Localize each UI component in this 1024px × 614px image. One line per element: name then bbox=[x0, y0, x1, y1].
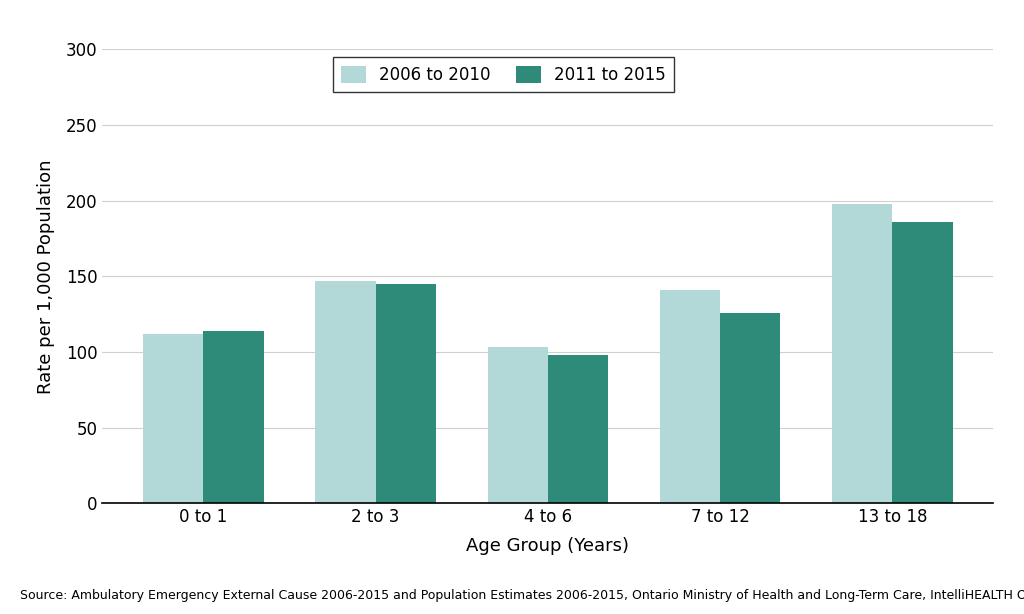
Bar bbox=[143, 334, 203, 503]
Bar bbox=[487, 348, 548, 503]
Y-axis label: Rate per 1,000 Population: Rate per 1,000 Population bbox=[37, 159, 55, 394]
Bar bbox=[548, 355, 608, 503]
Text: Source: Ambulatory Emergency External Cause 2006-2015 and Population Estimates 2: Source: Ambulatory Emergency External Ca… bbox=[20, 589, 1024, 602]
Bar bbox=[203, 331, 263, 503]
X-axis label: Age Group (Years): Age Group (Years) bbox=[466, 537, 630, 556]
Bar bbox=[376, 284, 436, 503]
Bar bbox=[659, 290, 720, 503]
Bar bbox=[720, 313, 780, 503]
Bar bbox=[893, 222, 952, 503]
Bar bbox=[315, 281, 376, 503]
Bar bbox=[833, 204, 893, 503]
Legend: 2006 to 2010, 2011 to 2015: 2006 to 2010, 2011 to 2015 bbox=[333, 58, 674, 92]
